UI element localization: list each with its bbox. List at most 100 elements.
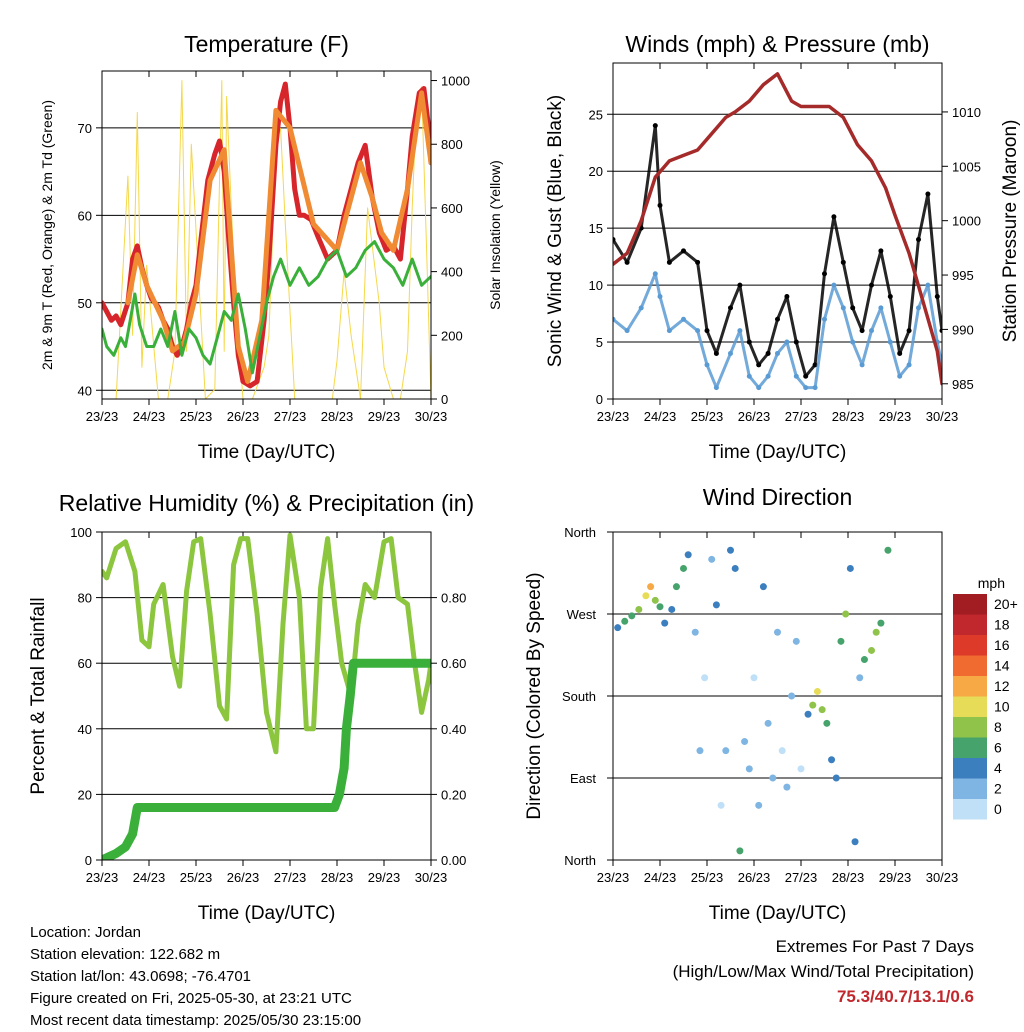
colorbar-swatch-5 — [953, 696, 987, 717]
y-tick-label-2-1: 20 — [78, 787, 92, 802]
y2-tick-label-1-2: 995 — [952, 268, 974, 283]
y-tick-label-2-5: 100 — [70, 525, 92, 540]
extremes-title: Extremes For Past 7 Days — [775, 937, 974, 956]
series-line-0-3 — [102, 80, 431, 399]
direction-point-50 — [872, 628, 880, 636]
colorbar-title: mph — [978, 575, 1005, 591]
y-tick-label-0-1: 50 — [78, 296, 92, 311]
direction-point-38 — [813, 687, 821, 695]
y2-tick-label-1-0: 985 — [952, 377, 974, 392]
y-tick-label-2-4: 80 — [78, 591, 92, 606]
colorbar-label-10: 0 — [994, 801, 1002, 817]
colorbar-swatch-9 — [953, 778, 987, 799]
x-tick-label-0-5: 28/23 — [321, 409, 354, 424]
timestamp-text: Most recent data timestamp: 2025/05/30 2… — [30, 1012, 362, 1029]
x-tick-label-1-0: 23/23 — [597, 409, 630, 424]
y2-tick-label-1-4: 1005 — [952, 159, 981, 174]
plot-area-1 — [613, 72, 942, 391]
direction-point-16 — [708, 555, 716, 563]
direction-point-31 — [778, 747, 786, 755]
direction-point-47 — [856, 674, 864, 682]
series-line-0-1 — [125, 90, 431, 384]
plot-frame-0 — [101, 70, 432, 400]
y2-tick-label-0-0: 0 — [441, 392, 448, 407]
direction-point-28 — [764, 719, 772, 727]
x-tick-label-0-2: 25/23 — [180, 409, 213, 424]
x-tick-label-3-5: 28/23 — [832, 870, 865, 885]
x-tick-label-0-0: 23/23 — [86, 409, 119, 424]
direction-point-12 — [684, 551, 692, 559]
series-line-1-1 — [613, 272, 942, 390]
series-line-2-0 — [102, 532, 431, 755]
direction-point-9 — [668, 605, 676, 613]
y-tick-label-3-3: West — [567, 607, 597, 622]
direction-point-37 — [809, 701, 817, 709]
colorbar-label-0: 20+ — [994, 596, 1018, 612]
x-tick-label-1-4: 27/23 — [785, 409, 818, 424]
x-axis-label-2: Time (Day/UTC) — [198, 903, 336, 924]
plot-area-0 — [102, 80, 431, 399]
direction-point-10 — [672, 583, 680, 591]
direction-point-29 — [769, 774, 777, 782]
y2-tick-label-2-2: 0.40 — [441, 722, 466, 737]
chart-title-2: Relative Humidity (%) & Precipitation (i… — [59, 490, 474, 516]
direction-point-20 — [727, 546, 734, 554]
direction-point-11 — [680, 564, 687, 572]
y2-tick-label-2-4: 0.80 — [441, 591, 466, 606]
colorbar-swatch-7 — [953, 737, 987, 758]
x-tick-label-1-6: 29/23 — [879, 409, 912, 424]
series-line-2-1 — [102, 658, 431, 860]
direction-point-14 — [696, 747, 704, 755]
colorbar-swatch-1 — [953, 614, 987, 635]
y-tick-label-2-0: 0 — [85, 853, 92, 868]
x-tick-label-3-0: 23/23 — [597, 870, 630, 885]
direction-point-40 — [823, 719, 831, 727]
series-line-1-0 — [613, 124, 942, 378]
direction-point-4 — [642, 592, 650, 600]
x-tick-label-0-1: 24/23 — [133, 409, 166, 424]
y-axis-label-2: Percent & Total Rainfall — [28, 597, 49, 794]
direction-point-52 — [884, 546, 892, 554]
direction-point-26 — [755, 801, 763, 809]
direction-point-46 — [851, 838, 859, 846]
plot-frame-2 — [101, 531, 432, 861]
y-tick-label-1-1: 5 — [596, 335, 603, 350]
direction-point-34 — [792, 637, 800, 645]
direction-point-49 — [868, 646, 875, 654]
y2-tick-label-0-4: 800 — [441, 137, 463, 152]
colorbar-swatch-2 — [953, 635, 987, 656]
x-tick-label-1-2: 25/23 — [691, 409, 724, 424]
x-tick-label-0-4: 27/23 — [274, 409, 307, 424]
y2-tick-label-1-3: 1000 — [952, 214, 981, 229]
x-tick-label-3-1: 24/23 — [644, 870, 677, 885]
direction-point-36 — [804, 710, 812, 718]
colorbar-label-5: 10 — [994, 699, 1010, 715]
direction-point-5 — [647, 583, 655, 591]
direction-point-13 — [691, 628, 699, 636]
direction-point-0 — [614, 624, 622, 632]
direction-point-18 — [717, 801, 725, 809]
colorbar-label-3: 14 — [994, 658, 1010, 674]
x-tick-label-0-7: 30/23 — [415, 409, 448, 424]
x-axis-label-3: Time (Day/UTC) — [709, 903, 847, 924]
direction-point-51 — [877, 619, 885, 627]
colorbar-swatch-8 — [953, 758, 987, 779]
direction-point-2 — [628, 612, 636, 620]
direction-point-44 — [842, 610, 850, 618]
direction-point-23 — [741, 738, 749, 746]
y-tick-label-0-3: 70 — [78, 121, 92, 136]
direction-point-8 — [661, 619, 669, 627]
station-info: Location: Jordan Station elevation: 122.… — [30, 922, 361, 1032]
x-tick-label-3-2: 25/23 — [691, 870, 724, 885]
series-line-0-2 — [102, 240, 431, 375]
series-line-1-2 — [613, 72, 942, 386]
colorbar-swatch-3 — [953, 655, 987, 676]
direction-point-48 — [860, 656, 868, 664]
colorbar-label-8: 4 — [994, 760, 1002, 776]
chart-title-1: Winds (mph) & Pressure (mb) — [625, 31, 929, 57]
x-tick-label-2-2: 25/23 — [180, 870, 213, 885]
x-tick-label-0-6: 29/23 — [368, 409, 401, 424]
colorbar-swatch-6 — [953, 717, 987, 738]
direction-point-39 — [818, 706, 826, 714]
x-tick-label-3-3: 26/23 — [738, 870, 771, 885]
